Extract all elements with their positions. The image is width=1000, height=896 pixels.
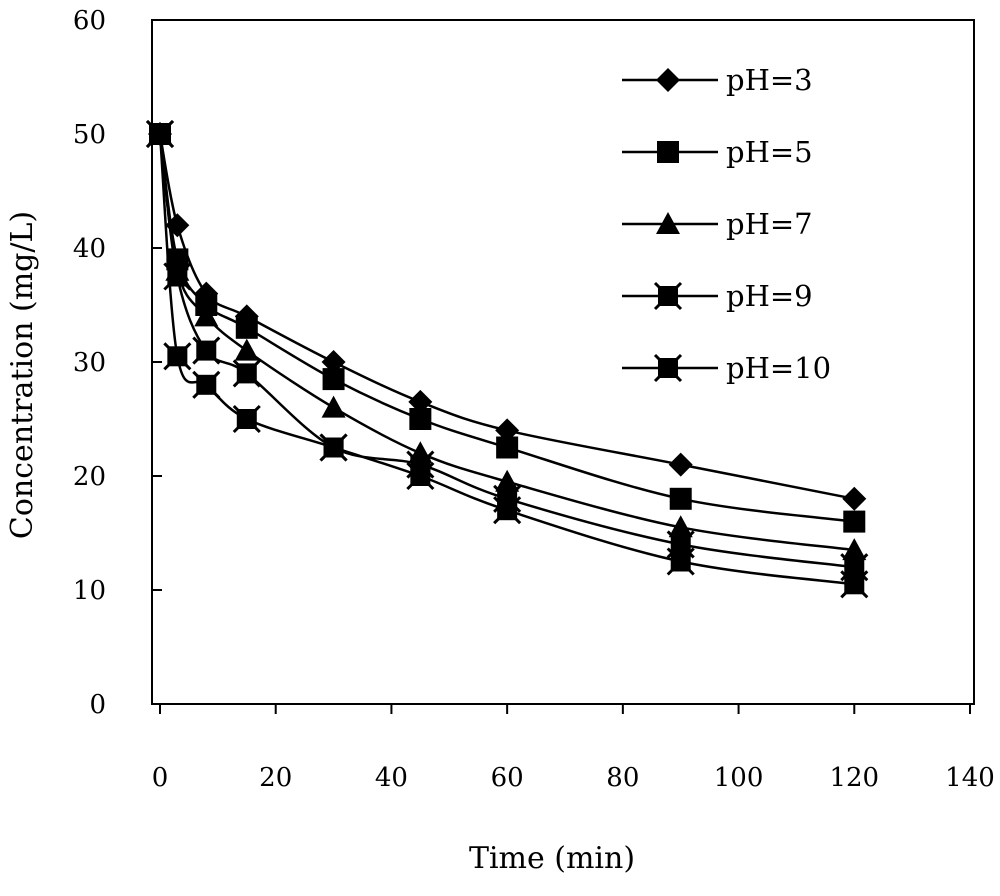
data-point-series-4 [192, 336, 221, 365]
data-point-series-3 [194, 304, 219, 327]
data-point-series-5 [163, 342, 192, 371]
y-tick-label: 0 [89, 690, 106, 720]
axis-ticks: 0 20 40 60 80 100 120 140 0 10 20 30 40 50 60 [73, 6, 995, 793]
data-point-series-1 [408, 389, 433, 414]
data-point-series-3 [321, 395, 346, 418]
data-point-series-1 [668, 452, 693, 477]
y-tick-label: 30 [73, 348, 106, 378]
y-tick-label: 40 [73, 234, 106, 264]
data-point-series-2 [235, 316, 258, 339]
x-tick-label: 100 [714, 763, 764, 793]
data-point-series-1 [495, 418, 520, 443]
y-tick-label: 10 [73, 576, 106, 606]
legend-marker [653, 281, 683, 311]
data-point-series-3 [668, 515, 693, 538]
data-point-series-5 [406, 461, 435, 491]
data-point-series-5 [666, 547, 695, 576]
series-markers [145, 119, 869, 599]
data-point-series-3 [495, 469, 520, 492]
legend-label: pH=3 [726, 63, 813, 97]
legend-marker [656, 212, 680, 234]
data-point-series-4 [163, 262, 192, 291]
legend-label: pH=9 [726, 279, 813, 313]
data-point-series-5 [145, 119, 175, 149]
y-tick-label: 60 [73, 6, 106, 36]
x-tick-label: 120 [829, 763, 879, 793]
x-axis-title: Time (min) [469, 841, 635, 876]
x-tick-label: 40 [375, 763, 408, 793]
data-point-series-3 [234, 338, 259, 361]
data-point-series-2 [322, 368, 345, 391]
legend-marker [653, 353, 683, 383]
data-point-series-2 [409, 408, 432, 430]
x-tick-label: 80 [606, 763, 639, 793]
plot-area [151, 19, 975, 705]
data-point-series-2 [669, 487, 692, 510]
data-point-series-5 [319, 433, 348, 462]
y-axis-title: Concentration (mg/L) [5, 211, 40, 539]
data-point-series-3 [842, 538, 867, 561]
x-tick-label: 20 [259, 763, 292, 793]
data-point-series-1 [842, 486, 867, 511]
series-line-2 [158, 133, 855, 523]
data-point-series-1 [321, 350, 346, 374]
data-point-series-5 [493, 496, 522, 525]
x-tick-label: 140 [945, 763, 995, 793]
legend-label: pH=5 [726, 135, 813, 169]
data-point-series-5 [232, 404, 261, 434]
legend-label: pH=7 [726, 207, 813, 241]
y-tick-label: 50 [73, 120, 106, 150]
x-tick-label: 0 [152, 763, 169, 793]
legend-marker [656, 68, 680, 92]
data-point-series-2 [496, 436, 519, 459]
legend: pH=3 pH=5 pH=7 pH=9 pH=10 [622, 63, 831, 385]
data-point-series-5 [840, 570, 869, 599]
data-point-series-1 [165, 213, 190, 238]
x-tick-label: 60 [491, 763, 524, 793]
legend-label: pH=10 [726, 351, 831, 385]
data-point-series-2 [843, 510, 866, 533]
data-point-series-4 [232, 359, 261, 388]
y-tick-label: 20 [73, 462, 106, 492]
legend-marker [657, 141, 679, 163]
data-point-series-5 [192, 370, 221, 399]
